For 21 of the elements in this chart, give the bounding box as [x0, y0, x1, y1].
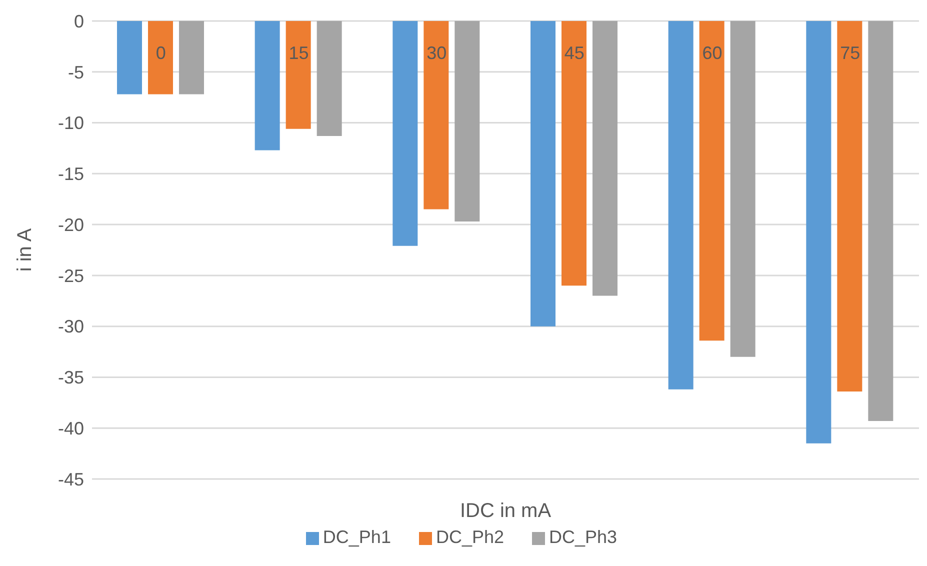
x-tick-label: 60 [702, 43, 722, 63]
legend-label: DC_Ph3 [549, 527, 618, 547]
y-tick-label: -30 [58, 316, 84, 337]
y-tick-label: -10 [58, 113, 84, 134]
y-tick-label: 0 [74, 11, 84, 32]
y-tick-label: -20 [58, 214, 84, 235]
y-axis-title: i in A [14, 228, 36, 272]
x-axis-title: IDC in mA [460, 500, 552, 522]
x-tick-label: 30 [426, 43, 447, 63]
y-tick-label: -15 [58, 164, 84, 184]
y-tick-label: -5 [68, 62, 84, 82]
x-tick-label: 75 [840, 43, 860, 63]
legend-label: DC_Ph1 [322, 527, 391, 547]
y-tick-label: -40 [58, 418, 84, 438]
x-tick-label: 0 [156, 43, 166, 63]
y-tick-label: -25 [58, 266, 84, 286]
y-tick-label: -45 [58, 469, 84, 490]
legend-label: DC_Ph2 [436, 527, 504, 547]
x-tick-label: 45 [564, 43, 584, 63]
x-tick-label: 15 [288, 43, 309, 63]
y-tick-label: -35 [58, 368, 84, 388]
